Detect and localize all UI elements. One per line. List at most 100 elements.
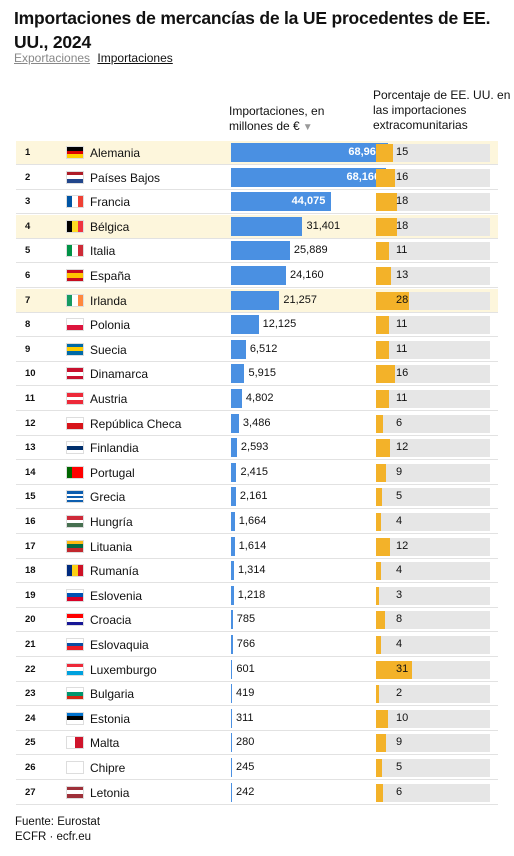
share-value: 10 [396, 711, 409, 724]
share-bar [376, 537, 390, 556]
table-row: 1 Alemania 68,968 15 [16, 141, 498, 165]
imports-value: 1,218 [237, 588, 266, 601]
country-flag-icon [66, 342, 84, 356]
imports-bar [231, 733, 232, 753]
share-track [376, 414, 490, 433]
share-bar [376, 636, 381, 654]
rank-label: 2 [25, 171, 31, 183]
share-track [376, 242, 490, 261]
country-name: Polonia [90, 318, 131, 333]
imports-bar [231, 216, 303, 236]
country-name: Eslovenia [90, 588, 143, 603]
imports-value: 242 [236, 785, 255, 798]
share-track [376, 463, 490, 482]
country-flag-icon [66, 711, 84, 725]
tab-importaciones[interactable]: Importaciones [97, 51, 173, 65]
table-row: 9 Suecia 6,512 11 [16, 338, 498, 362]
imports-value: 12,125 [262, 318, 297, 331]
imports-value: 2,161 [239, 490, 268, 503]
rank-label: 16 [25, 516, 36, 527]
share-track [376, 316, 490, 335]
table-row: 6 España 24,160 13 [16, 264, 498, 288]
footer: Fuente: Eurostat ECFR · ecfr.eu [15, 815, 100, 845]
share-bar [376, 734, 387, 753]
share-value: 15 [396, 146, 409, 158]
country-flag-icon [66, 367, 84, 381]
rank-label: 5 [25, 245, 31, 257]
share-track [376, 439, 490, 458]
share-bar [376, 316, 389, 335]
share-value: 12 [396, 539, 409, 552]
share-value: 6 [396, 416, 403, 429]
share-value: 9 [396, 465, 403, 478]
share-track [376, 340, 490, 359]
country-name: República Checa [90, 416, 182, 431]
share-value: 4 [396, 515, 403, 527]
share-bar [376, 365, 395, 384]
rank-label: 11 [25, 393, 36, 404]
table-row: 17 Lituania 1,614 12 [16, 535, 498, 559]
imports-value: 601 [236, 662, 255, 675]
imports-value: 1,614 [238, 539, 267, 552]
rank-label: 8 [25, 319, 31, 331]
triangle-down-icon[interactable]: ▼ [302, 122, 313, 133]
imports-value: 68,166 [346, 170, 381, 183]
country-name: Bulgaria [90, 687, 135, 702]
share-bar [376, 759, 382, 777]
country-flag-icon [66, 293, 84, 307]
share-value: 5 [396, 490, 403, 503]
imports-value: 419 [236, 687, 255, 700]
country-flag-icon [66, 146, 84, 159]
table-row: 25 Malta 280 9 [16, 731, 498, 756]
rank-label: 24 [25, 712, 36, 724]
share-track [376, 488, 490, 507]
tab-group: Exportaciones Importaciones [14, 51, 177, 65]
imports-bar [231, 438, 237, 458]
share-bar [376, 144, 394, 162]
share-value: 18 [396, 195, 409, 208]
imports-value: 68,968 [348, 146, 382, 158]
rank-label: 12 [25, 417, 36, 429]
country-flag-icon [66, 318, 84, 332]
country-name: Lituania [90, 539, 133, 554]
share-track [376, 709, 490, 728]
country-name: Países Bajos [90, 170, 161, 185]
imports-value: 1,664 [238, 515, 267, 527]
share-bar [376, 340, 389, 359]
imports-bar [231, 585, 234, 605]
share-value: 11 [396, 392, 408, 404]
country-flag-icon [66, 687, 84, 701]
country-flag-icon [66, 465, 84, 479]
rank-label: 10 [25, 368, 36, 380]
share-track [376, 513, 490, 531]
country-flag-icon [66, 785, 84, 799]
rank-label: 19 [25, 589, 36, 601]
table-row: 11 Austria 4,802 11 [16, 387, 498, 411]
tab-exportaciones[interactable]: Exportaciones [14, 51, 91, 65]
imports-bar [231, 241, 290, 261]
imports-bar [231, 659, 233, 679]
country-flag-icon [66, 761, 84, 774]
imports-bar [231, 758, 232, 777]
country-flag-icon [66, 515, 84, 528]
share-track [376, 685, 490, 704]
country-flag-icon [66, 490, 84, 504]
imports-bar [231, 462, 237, 482]
table-row: 22 Luxemburgo 601 31 [16, 658, 498, 682]
share-value: 16 [396, 170, 409, 183]
imports-value: 2,415 [240, 465, 269, 478]
table-row: 16 Hungría 1,664 4 [16, 510, 498, 534]
imports-column-header[interactable]: Importaciones, en millones de € ▼ [229, 104, 369, 135]
country-flag-icon [66, 244, 84, 258]
rank-label: 27 [25, 786, 36, 798]
imports-bar [231, 610, 233, 630]
share-value: 31 [396, 662, 409, 675]
share-bar [376, 439, 390, 458]
share-bar [376, 217, 397, 236]
rank-label: 23 [25, 688, 36, 700]
country-name: España [90, 269, 131, 283]
table-row: 27 Letonia 242 6 [16, 781, 498, 805]
share-bar [376, 709, 388, 728]
share-bar [376, 611, 386, 630]
share-value: 4 [396, 564, 403, 577]
